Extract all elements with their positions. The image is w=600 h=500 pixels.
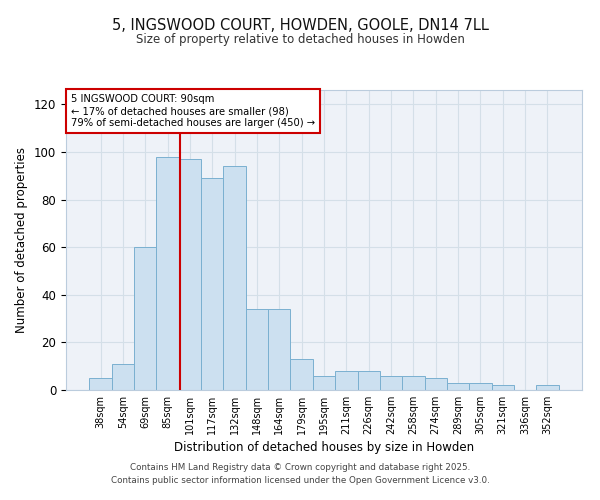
Bar [402, 376, 425, 390]
Text: 5 INGSWOOD COURT: 90sqm
← 17% of detached houses are smaller (98)
79% of semi-de: 5 INGSWOOD COURT: 90sqm ← 17% of detache… [71, 94, 315, 128]
Bar [380, 376, 402, 390]
Bar [112, 364, 134, 390]
Bar [491, 385, 514, 390]
Bar [157, 156, 179, 390]
Bar [425, 378, 447, 390]
Bar [89, 378, 112, 390]
Bar [134, 247, 157, 390]
Bar [335, 371, 358, 390]
Bar [246, 309, 268, 390]
Text: Size of property relative to detached houses in Howden: Size of property relative to detached ho… [136, 32, 464, 46]
Bar [290, 359, 313, 390]
Y-axis label: Number of detached properties: Number of detached properties [16, 147, 28, 333]
Bar [313, 376, 335, 390]
Bar [268, 309, 290, 390]
Bar [358, 371, 380, 390]
Bar [201, 178, 223, 390]
Bar [536, 385, 559, 390]
Bar [179, 159, 201, 390]
X-axis label: Distribution of detached houses by size in Howden: Distribution of detached houses by size … [174, 441, 474, 454]
Text: Contains HM Land Registry data © Crown copyright and database right 2025.: Contains HM Land Registry data © Crown c… [130, 464, 470, 472]
Bar [223, 166, 246, 390]
Text: 5, INGSWOOD COURT, HOWDEN, GOOLE, DN14 7LL: 5, INGSWOOD COURT, HOWDEN, GOOLE, DN14 7… [112, 18, 488, 32]
Text: Contains public sector information licensed under the Open Government Licence v3: Contains public sector information licen… [110, 476, 490, 485]
Bar [447, 383, 469, 390]
Bar [469, 383, 491, 390]
